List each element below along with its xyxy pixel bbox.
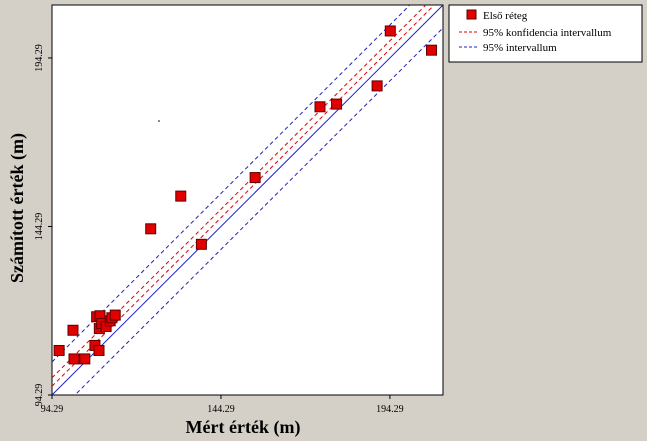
interval-line-3-0 xyxy=(74,27,443,395)
legend-label-confidence: 95% konfidencia intervallum xyxy=(483,27,612,39)
stray-dot xyxy=(158,120,160,122)
y-tick-label-2: 194.29 xyxy=(34,44,45,72)
data-point-17 xyxy=(249,172,261,184)
interval-line-3-1 xyxy=(52,5,411,363)
data-point-16 xyxy=(195,238,207,250)
regression-line xyxy=(52,5,443,395)
regression-line-segment xyxy=(52,5,443,395)
legend-box xyxy=(448,4,643,63)
data-point-20 xyxy=(371,80,383,92)
data-point-21 xyxy=(384,25,396,37)
axis-ticks: 94.29 144.29 194.29 94.29 144.29 194.29 xyxy=(34,44,404,415)
legend-label-interval: 95% intervallum xyxy=(483,42,557,54)
x-axis-title: Mért érték (m) xyxy=(186,417,301,438)
data-points xyxy=(53,25,438,365)
y-tick-label-0: 94.29 xyxy=(34,384,45,407)
data-point-2 xyxy=(79,353,91,365)
data-point-1 xyxy=(68,353,80,365)
data-point-15 xyxy=(175,190,187,202)
data-point-14 xyxy=(145,223,157,235)
data-point-3 xyxy=(67,324,79,336)
data-point-22 xyxy=(426,44,438,56)
data-point-13 xyxy=(109,309,121,321)
legend-label-first-layer: Első réteg xyxy=(483,10,528,22)
y-axis-title: Számított érték (m) xyxy=(7,133,28,283)
data-point-0 xyxy=(53,344,65,356)
legend-marker-first-layer xyxy=(466,9,477,20)
legend: Első réteg 95% konfidencia intervallum 9… xyxy=(448,4,643,63)
x-tick-label-0: 94.29 xyxy=(41,404,64,415)
data-point-18 xyxy=(314,101,326,113)
data-point-19 xyxy=(331,98,343,110)
x-tick-label-2: 194.29 xyxy=(376,404,404,415)
y-tick-label-1: 144.29 xyxy=(34,213,45,241)
data-point-5 xyxy=(93,344,105,356)
x-tick-label-1: 144.29 xyxy=(207,404,235,415)
